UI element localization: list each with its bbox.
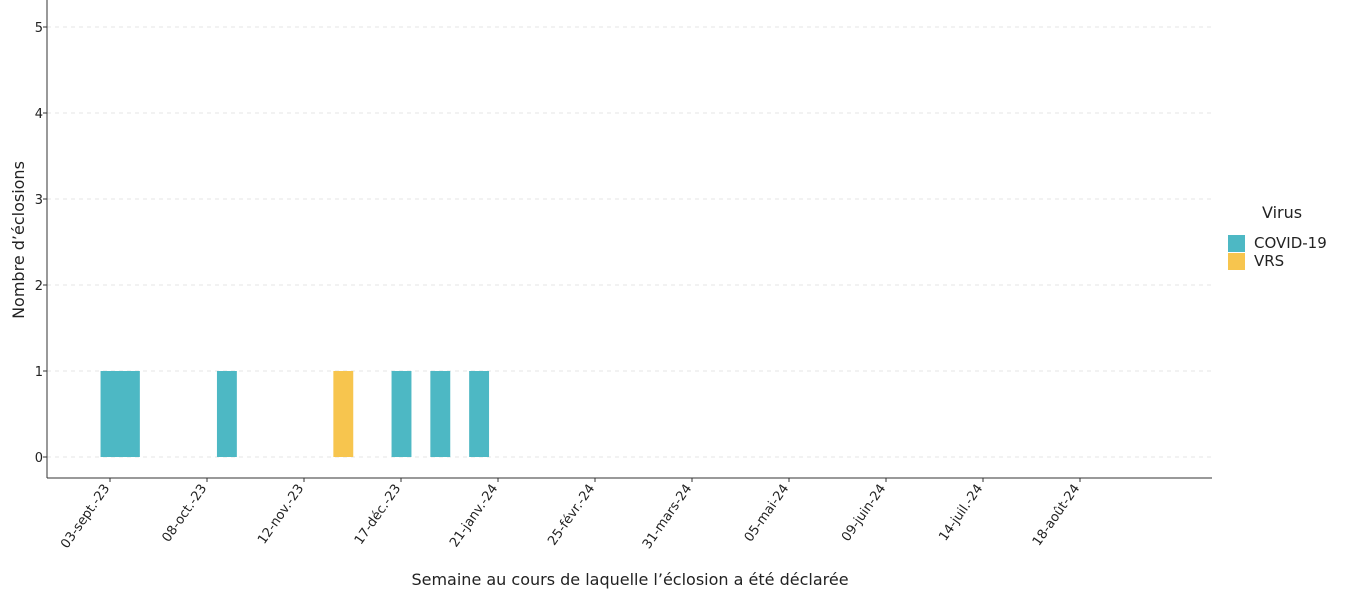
axes xyxy=(46,0,1212,479)
x-ticks: 03-sept.-23 08-oct.-23 12-nov.-23 17-déc.-2… xyxy=(58,478,1083,552)
legend-swatch-vrs xyxy=(1228,252,1245,270)
gridlines xyxy=(47,26,1212,458)
y-tick-label: 4 xyxy=(35,107,43,122)
legend-item-vrs: VRS xyxy=(1228,252,1327,270)
bar xyxy=(216,371,237,457)
legend-item-covid: COVID-19 xyxy=(1228,234,1327,252)
x-tick-label: 25-févr.-24 xyxy=(545,482,598,549)
legend-title: Virus xyxy=(1262,203,1303,222)
bar xyxy=(119,371,140,457)
legend-swatch-covid xyxy=(1228,234,1245,252)
bar xyxy=(430,371,451,457)
x-tick-label: 05-mai-24 xyxy=(742,482,793,545)
x-tick-label: 18-août-24 xyxy=(1030,482,1083,549)
x-tick-label: 03-sept.-23 xyxy=(58,482,113,552)
y-ticks: 0 1 2 3 4 5 xyxy=(35,21,47,466)
bar xyxy=(100,371,121,457)
y-axis-title: Nombre d’éclosions xyxy=(9,161,28,319)
x-tick-label: 21-janv.-24 xyxy=(447,482,501,550)
y-tick-label: 5 xyxy=(35,21,43,36)
x-axis-title: Semaine au cours de laquelle l’éclosion … xyxy=(411,570,848,589)
bar xyxy=(391,371,412,457)
legend: Virus COVID-19 VRS xyxy=(1228,203,1327,270)
legend-label-vrs: VRS xyxy=(1254,252,1285,270)
legend-label-covid: COVID-19 xyxy=(1254,234,1327,252)
y-tick-label: 1 xyxy=(35,365,43,380)
x-tick-label: 09-juin-24 xyxy=(839,482,889,545)
x-tick-label: 17-déc.-23 xyxy=(352,482,404,548)
bars xyxy=(100,371,490,457)
x-tick-label: 14-juil.-24 xyxy=(936,482,986,544)
x-tick-label: 31-mars-24 xyxy=(640,482,695,552)
x-tick-label: 12-nov.-23 xyxy=(255,482,307,548)
y-tick-label: 3 xyxy=(35,193,43,208)
bar xyxy=(469,371,490,457)
y-tick-label: 2 xyxy=(35,279,43,294)
y-tick-label: 0 xyxy=(35,451,43,466)
x-tick-label: 08-oct.-23 xyxy=(160,482,211,546)
bar xyxy=(333,371,354,457)
